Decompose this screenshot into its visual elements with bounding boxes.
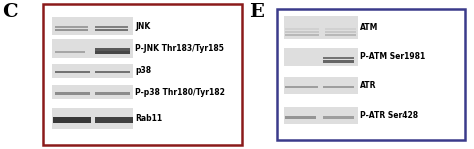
Text: C: C	[2, 3, 18, 21]
Bar	[55, 26, 88, 28]
Bar	[95, 51, 130, 54]
Bar	[284, 17, 358, 39]
Bar	[277, 9, 465, 140]
Bar	[95, 117, 133, 123]
Text: P-p38 Thr180/Tyr182: P-p38 Thr180/Tyr182	[135, 87, 225, 97]
Bar	[323, 86, 354, 88]
Bar	[325, 31, 356, 33]
Bar	[284, 107, 358, 124]
Bar	[95, 48, 130, 51]
Bar	[323, 57, 354, 59]
Bar	[52, 17, 133, 35]
Bar	[95, 92, 130, 95]
Bar	[285, 86, 318, 88]
Bar	[52, 64, 133, 78]
Bar	[52, 108, 133, 129]
Bar	[55, 92, 90, 95]
Bar	[325, 28, 356, 30]
Bar	[323, 116, 354, 119]
Bar	[284, 48, 358, 66]
Text: E: E	[249, 3, 264, 21]
Bar	[43, 4, 242, 145]
Text: ATM: ATM	[360, 23, 379, 32]
Bar	[285, 116, 316, 119]
Bar	[325, 34, 356, 37]
Bar	[285, 31, 319, 33]
Bar	[55, 51, 85, 53]
Bar	[52, 85, 133, 99]
Bar	[285, 34, 319, 37]
Bar	[95, 26, 128, 28]
Bar	[285, 28, 319, 30]
Text: P-ATM Ser1981: P-ATM Ser1981	[360, 52, 426, 61]
Text: p38: p38	[135, 66, 151, 75]
Text: P-ATR Ser428: P-ATR Ser428	[360, 111, 419, 120]
Bar	[55, 29, 88, 31]
Text: ATR: ATR	[360, 81, 377, 90]
Bar	[55, 71, 90, 73]
Bar	[284, 77, 358, 94]
Bar	[52, 39, 133, 58]
Bar	[95, 71, 130, 73]
Bar	[53, 117, 91, 123]
Bar	[323, 60, 354, 63]
Text: P-JNK Thr183/Tyr185: P-JNK Thr183/Tyr185	[135, 44, 224, 53]
Text: JNK: JNK	[135, 22, 150, 31]
Bar	[95, 29, 128, 31]
Text: Rab11: Rab11	[135, 114, 162, 123]
